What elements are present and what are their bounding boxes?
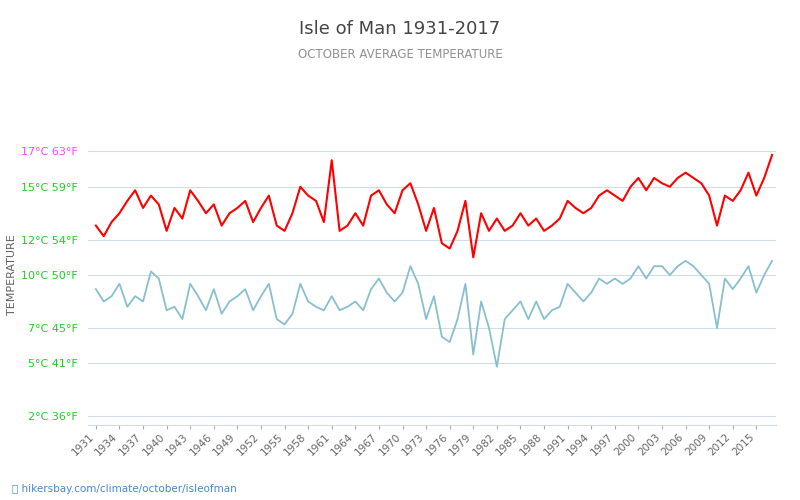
Text: Isle of Man 1931-2017: Isle of Man 1931-2017 bbox=[299, 20, 501, 38]
Text: OCTOBER AVERAGE TEMPERATURE: OCTOBER AVERAGE TEMPERATURE bbox=[298, 48, 502, 60]
Text: 🌍 hikersbay.com/climate/october/isleofman: 🌍 hikersbay.com/climate/october/isleofma… bbox=[12, 484, 237, 494]
Y-axis label: TEMPERATURE: TEMPERATURE bbox=[7, 234, 18, 316]
